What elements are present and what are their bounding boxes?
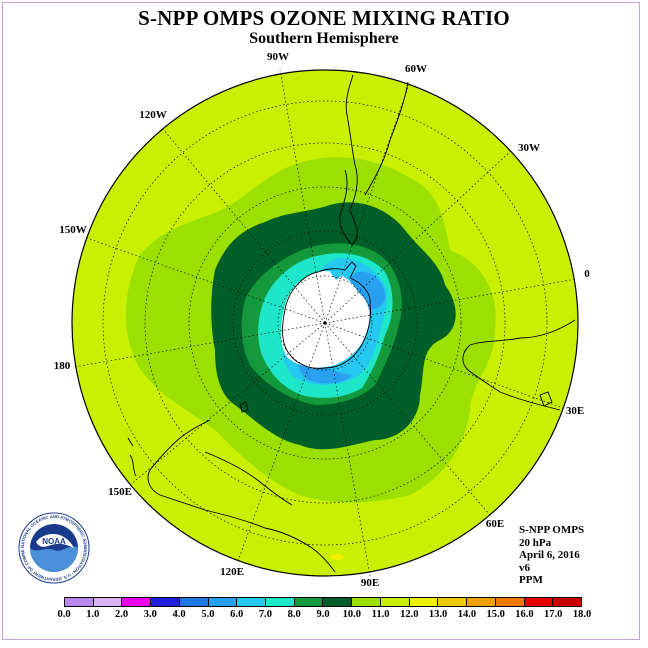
australia-inner-coastline [204,451,293,506]
australia-coastline [147,419,336,573]
meridian-line [324,149,513,324]
south-america-east-coastline [364,81,409,196]
colorbar-segment [122,598,152,606]
colorbar-segment [553,598,581,606]
meridian-line [279,69,326,324]
version-label: v6 [519,561,530,574]
lon-label-150e: 150E [108,486,132,498]
colorbar-tick-label: 11.0 [371,609,390,620]
lon-label-30w: 30W [518,142,540,154]
lon-label-90w: 90W [267,51,289,63]
colorbar-tick-label: 15.0 [486,609,505,620]
instrument-label: S-NPP OMPS [519,524,585,536]
small-yellow-patch [330,554,344,560]
colorbar-tick-label: 13.0 [428,609,448,620]
latitude-circle [232,230,418,416]
colorbar-segment [467,598,496,606]
antarctica-coastline [282,261,371,369]
meridian-line [73,322,326,368]
madagascar-coastline [539,391,553,407]
colorbar-segment [237,598,267,606]
colorbar-segment [93,598,123,606]
colorbar-segment [524,598,554,606]
colorbar-segment [323,598,353,606]
latitude-circle [102,100,548,546]
new-zealand-coastline [127,437,137,477]
page-title: S-NPP OMPS OZONE MIXING RATIO [138,6,510,30]
south-america-coastline [339,74,358,246]
pressure-label: 20 hPa [519,536,552,549]
colorbar-segment [495,598,525,606]
colorbar-tick-label: 14.0 [457,609,477,620]
latitude-circle [144,142,506,504]
colorbar-segment [409,598,439,606]
colorbar-segment [65,598,94,606]
lon-label-0: 0 [584,268,590,280]
colorbar-segment [352,598,381,606]
south-pole-marker [323,321,327,325]
colorbar-tick-label: 1.0 [86,609,100,620]
colorbar-tick-label: 7.0 [258,609,272,620]
lon-label-90e: 90E [360,577,380,589]
colorbar-tick-label: 16.0 [515,609,534,620]
latitude-circle [188,186,462,460]
units-label: PPM [519,574,543,587]
africa-coastline [462,319,576,411]
colorbar-tick-label: 0.0 [57,609,71,620]
colorbar-tick-label: 9.0 [316,609,330,620]
lon-label-180: 180 [53,360,71,372]
lon-label-120w: 120W [139,109,167,121]
logo-text: NOAA [42,537,66,546]
meridian-line [324,81,411,324]
lon-label-30e: 30E [565,405,585,417]
colorbar-tick-label: 12.0 [400,609,419,620]
colorbar-segment [151,598,180,606]
latitude-circles [102,100,548,546]
lon-label-60e: 60E [485,518,505,530]
colorbar-segment [266,598,295,606]
colorbar-segment [294,598,324,606]
colorbar-segment [438,598,468,606]
colorbar-segment [179,598,209,606]
colorbar-tick-label: 2.0 [114,609,129,620]
colorbar-tick-label: 17.0 [544,609,563,620]
map-outline [71,69,579,577]
info-block: S-NPP OMPS 20 hPa April 6, 2016 v6 PPM [519,524,584,587]
colorbar-segment [380,598,410,606]
meridian-line [324,278,577,324]
lon-label-150w: 150W [59,224,87,236]
colorbar-tick-label: 18.0 [572,609,592,620]
colorbar-tick-label: 10.0 [342,609,361,620]
page-frame [2,2,640,640]
meridians [73,69,577,577]
colorbar-tick-label: 6.0 [230,609,244,620]
colorbar-segment [208,598,238,606]
page-subtitle: Southern Hemisphere [249,30,399,47]
colorbar-tick-label: 3.0 [143,609,157,620]
meridian-line [324,322,371,577]
colorbar-tick-label: 8.0 [287,609,301,620]
tasmania-coastline [239,401,249,413]
coastlines [127,74,576,573]
latitude-circle [277,275,373,371]
lon-label-60w: 60W [405,63,427,75]
colorbar [64,597,582,607]
noaa-logo-icon: NATIONAL OCEANIC AND ATMOSPHERIC ADMINIS… [18,512,90,584]
peninsula-area [330,262,352,280]
lon-label-120e: 120E [220,566,244,578]
colorbar-tick-label: 5.0 [201,609,215,620]
polar-night-area [280,271,370,368]
date-label: April 6, 2016 [519,549,580,562]
colorbar-tick-label: 4.0 [172,609,186,620]
